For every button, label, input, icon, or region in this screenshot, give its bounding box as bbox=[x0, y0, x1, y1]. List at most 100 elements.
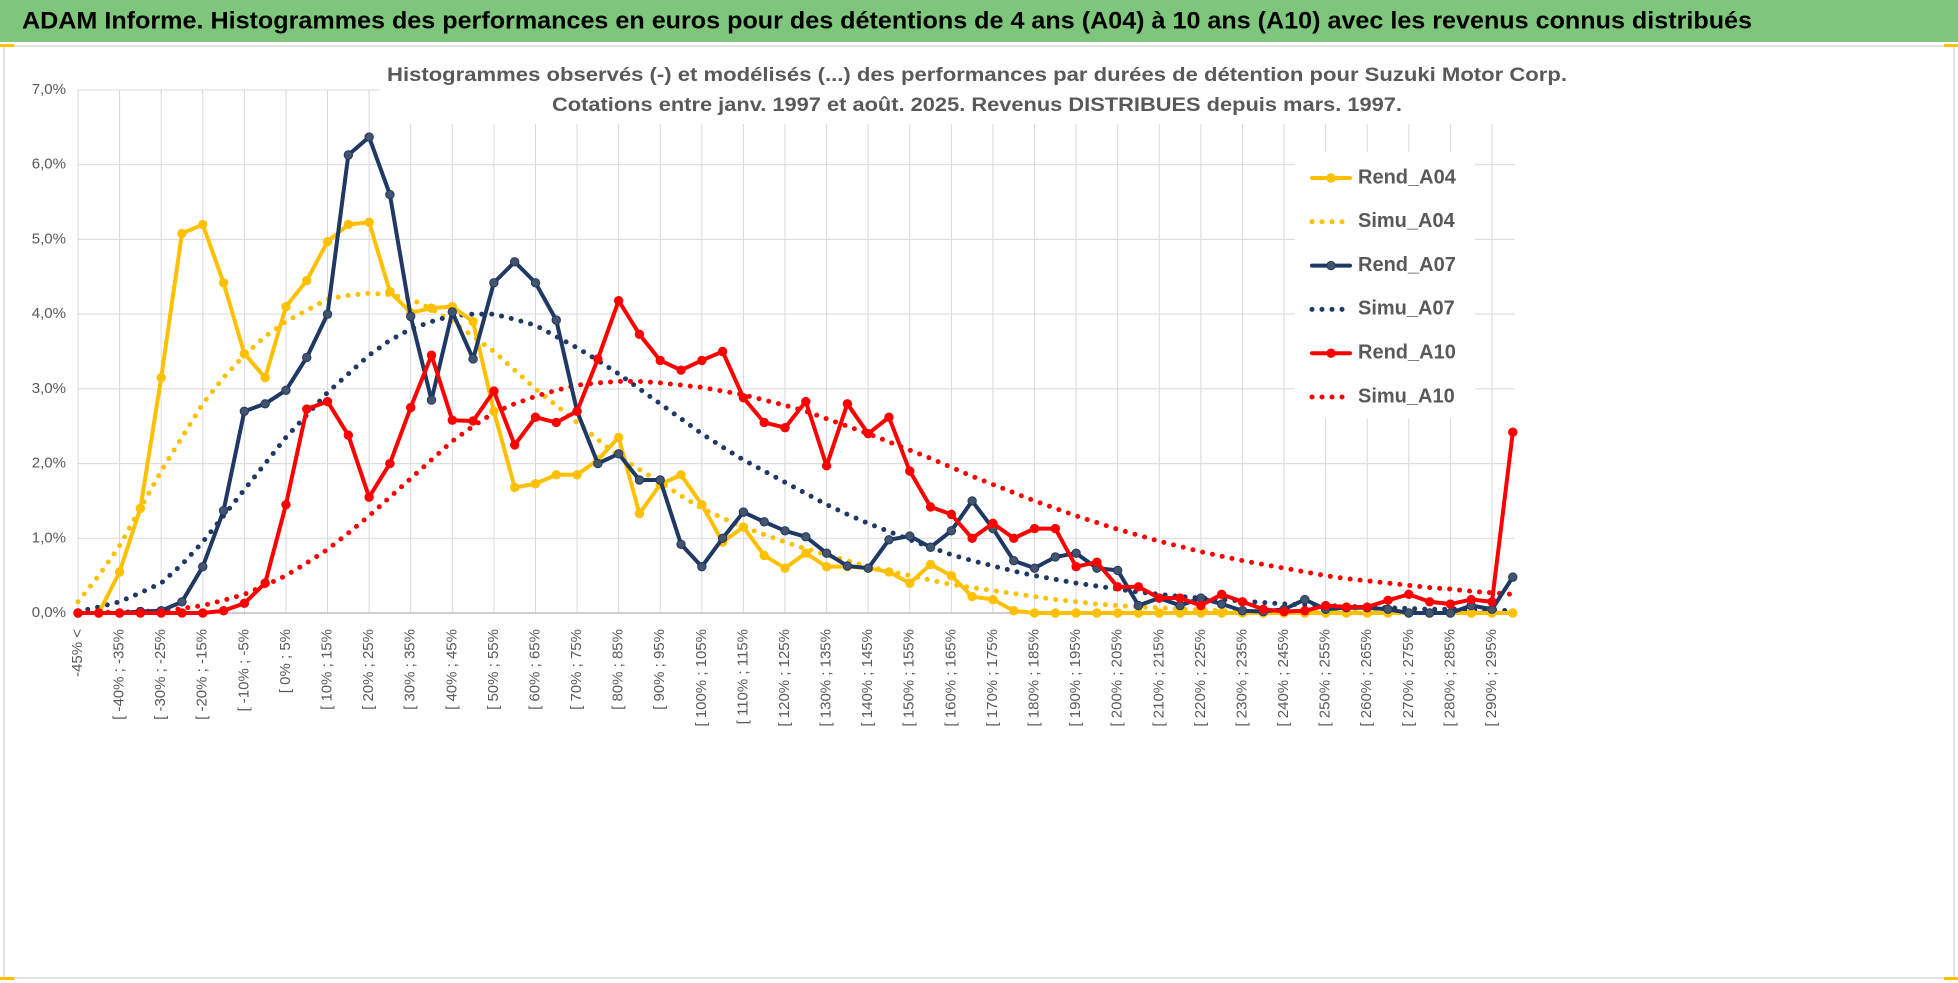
point-marker bbox=[655, 355, 665, 366]
point-marker bbox=[239, 406, 250, 416]
point-marker bbox=[260, 372, 270, 383]
point-marker bbox=[302, 352, 312, 363]
point-marker bbox=[177, 597, 187, 607]
y-tick-label: 6,0% bbox=[32, 156, 66, 173]
point-marker bbox=[738, 393, 749, 403]
x-tick-label: [ 140% ; 145% bbox=[859, 629, 876, 727]
point-marker bbox=[697, 499, 707, 510]
point-marker bbox=[967, 496, 977, 506]
point-marker bbox=[634, 508, 645, 519]
point-marker bbox=[239, 349, 250, 359]
plot bbox=[73, 132, 1518, 618]
point-marker bbox=[1300, 606, 1310, 616]
chart-frame bbox=[3, 45, 1955, 979]
x-tick-label: [ 170% ; 175% bbox=[984, 629, 1001, 727]
point-marker bbox=[530, 278, 541, 288]
point-marker bbox=[1071, 548, 1081, 558]
point-marker bbox=[780, 563, 790, 573]
point-marker bbox=[135, 608, 146, 618]
x-tick-label: [ -10% ; -5% bbox=[235, 629, 252, 712]
x-tick-label: [ 240% ; 245% bbox=[1275, 629, 1292, 727]
x-tick-label: [ 50% ; 55% bbox=[485, 629, 502, 710]
legend-label: Simu_A04 bbox=[1358, 210, 1456, 232]
point-marker bbox=[905, 531, 915, 541]
point-marker bbox=[1258, 604, 1268, 614]
y-tick-label: 5,0% bbox=[32, 230, 66, 247]
point-marker bbox=[447, 415, 457, 425]
point-marker bbox=[343, 430, 354, 440]
point-marker bbox=[509, 257, 520, 267]
point-marker bbox=[925, 502, 936, 512]
point-marker bbox=[1508, 427, 1518, 437]
point-marker bbox=[1154, 593, 1164, 603]
legend-label: Rend_A04 bbox=[1358, 166, 1457, 188]
x-tick-label: [ 90% ; 95% bbox=[651, 629, 668, 710]
point-marker bbox=[967, 591, 977, 602]
point-marker bbox=[593, 458, 603, 469]
point-marker bbox=[551, 470, 561, 480]
x-tick-label: [ 60% ; 65% bbox=[526, 629, 543, 710]
point-marker bbox=[613, 295, 624, 306]
point-marker bbox=[1029, 523, 1040, 534]
point-marker bbox=[780, 423, 790, 433]
point-marker bbox=[863, 563, 873, 573]
point-marker bbox=[364, 217, 374, 227]
point-marker bbox=[572, 470, 582, 480]
header-title: ADAM Informe. Histogrammes des performan… bbox=[22, 7, 1752, 34]
point-marker bbox=[1071, 608, 1081, 618]
point-marker bbox=[1424, 597, 1435, 607]
point-marker bbox=[177, 228, 187, 239]
x-tick-label: [ 200% ; 205% bbox=[1109, 629, 1126, 727]
corner bbox=[0, 44, 14, 47]
point-marker bbox=[94, 608, 104, 618]
x-tick-label: [ 0% ; 5% bbox=[277, 629, 294, 693]
point-marker bbox=[509, 482, 520, 493]
x-tick-label: [ -30% ; -25% bbox=[152, 629, 169, 720]
point-marker bbox=[530, 479, 541, 489]
point-marker bbox=[468, 316, 478, 327]
point-marker bbox=[260, 399, 270, 409]
point-marker bbox=[863, 428, 873, 439]
point-marker bbox=[1154, 608, 1164, 618]
point-marker bbox=[302, 275, 312, 286]
point-marker bbox=[1113, 582, 1123, 592]
point-marker bbox=[281, 385, 291, 396]
point-marker bbox=[738, 522, 749, 532]
legend-label: Simu_A10 bbox=[1358, 385, 1455, 407]
x-tick-label: [ 270% ; 275% bbox=[1400, 629, 1417, 727]
point-marker bbox=[177, 608, 187, 618]
model-line bbox=[75, 311, 1516, 615]
point-marker bbox=[73, 608, 83, 618]
point-marker bbox=[801, 532, 811, 542]
point-marker bbox=[738, 507, 749, 517]
point-marker bbox=[218, 278, 229, 288]
point-marker bbox=[239, 598, 250, 608]
point-marker bbox=[406, 311, 416, 322]
point-marker bbox=[198, 219, 208, 230]
header-bar bbox=[0, 0, 1958, 42]
x-tick-label: [ 70% ; 75% bbox=[568, 629, 585, 710]
point-marker bbox=[1404, 589, 1414, 600]
x-tick-label: [ -40% ; -35% bbox=[111, 629, 128, 720]
x-tick-label: [ 290% ; 295% bbox=[1483, 629, 1500, 727]
point-marker bbox=[343, 219, 354, 230]
corner bbox=[1944, 44, 1958, 47]
point-marker bbox=[281, 499, 291, 510]
point-marker bbox=[1050, 552, 1061, 562]
point-marker bbox=[1092, 557, 1102, 567]
point-marker bbox=[697, 355, 707, 366]
x-tick-label: [ 110% ; 115% bbox=[734, 629, 751, 724]
x-tick-label: [ -20% ; -15% bbox=[194, 629, 211, 720]
observed-line bbox=[76, 298, 1515, 615]
observed-line bbox=[76, 220, 1515, 615]
point-marker bbox=[385, 189, 395, 200]
y-tick-label: 7,0% bbox=[32, 81, 66, 98]
point-marker bbox=[572, 406, 582, 416]
x-tick-label: -45% < bbox=[69, 629, 86, 677]
point-marker bbox=[364, 492, 374, 502]
point-marker bbox=[322, 236, 333, 247]
point-marker bbox=[114, 567, 125, 577]
point-marker bbox=[198, 608, 208, 618]
point-marker bbox=[1508, 608, 1518, 618]
